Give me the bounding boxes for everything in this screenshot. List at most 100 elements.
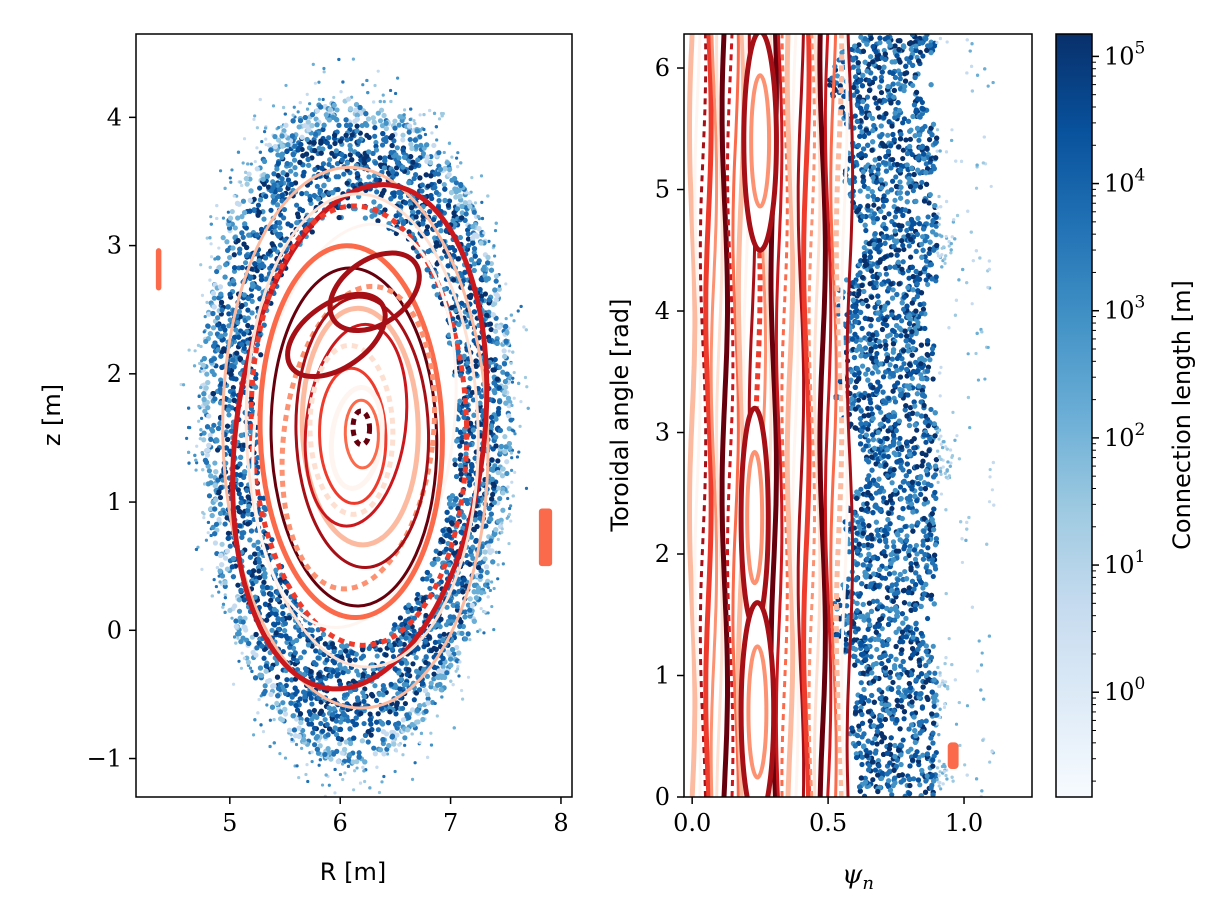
left-chaos-point [312,131,319,137]
left-chaos-point [322,751,328,758]
left-chaos-point [320,161,327,167]
left-chaos-point [242,137,247,141]
left-chaos-point [446,332,452,338]
left-chaos-point [388,88,393,93]
left-chaos-point [427,159,434,166]
left-chaos-point [510,468,514,472]
left-chaos-point [229,564,235,570]
left-chaos-point [487,239,491,244]
left-chaos-point [215,315,221,321]
left-chaos-point [257,697,261,702]
left-chaos-point [346,757,352,763]
left-chaos-point [261,158,268,164]
left-chaos-point [241,530,247,536]
left-chaos-point [239,342,245,348]
left-chaos-point [362,215,368,221]
left-chaos-point [400,132,406,138]
left-chaos-point [250,282,256,289]
left-chaos-point [262,683,268,689]
left-chaos-point [405,609,411,615]
left-chaos-point [470,555,476,561]
left-chaos-point [492,627,496,632]
left-chaos-point [262,574,268,580]
left-chaos-point [351,735,357,741]
left-chaos-point [202,330,206,334]
left-chaos-point [235,194,239,198]
left-chaos-point [466,242,472,248]
left-chaos-point [280,649,286,655]
left-chaos-point [361,698,367,704]
left-chaos-point [187,461,191,465]
left-chaos-point [339,643,345,649]
left-chaos-point [506,440,513,447]
left-chaos-point [320,126,326,133]
left-chaos-point [197,419,201,423]
left-chaos-point [314,122,320,128]
left-chaos-point [396,122,402,128]
left-chaos-point [199,433,203,437]
left-chaos-point [373,139,379,146]
left-chaos-point [282,706,288,712]
left-chaos-point [306,127,312,133]
left-chaos-point [341,777,345,782]
left-chaos-point [300,746,304,750]
left-chaos-point [390,653,397,660]
left-chaos-point [326,117,332,123]
left-chaos-point [358,710,364,717]
left-chaos-point [317,673,323,679]
left-chaos-point [361,160,368,166]
left-chaos-point [314,108,320,114]
left-chaos-point [431,671,437,677]
left-chaos-point [251,542,257,548]
left-chaos-point [204,371,210,377]
left-chaos-point [252,594,258,600]
left-chaos-point [336,214,342,221]
left-chaos-point [257,197,264,203]
left-chaos-point [444,509,450,515]
left-chaos-point [424,224,431,230]
left-chaos-point [241,241,247,247]
left-plot-area [155,57,553,802]
left-chaos-point [269,627,275,633]
left-chaos-point [381,751,387,757]
left-chaos-point [337,649,344,655]
left-chaos-point [380,780,384,784]
left-chaos-point [423,654,429,660]
left-chaos-point [337,57,341,62]
left-chaos-point [425,700,431,706]
left-chaos-point [249,634,255,640]
left-chaos-point [218,291,224,297]
left-chaos-point [260,176,266,182]
left-chaos-point [307,691,313,697]
left-chaos-point [512,396,516,400]
left-chaos-point [304,717,310,723]
left-chaos-point [294,211,301,217]
left-chaos-point [244,487,250,493]
left-chaos-point [468,638,472,642]
left-chaos-point [408,153,414,160]
left-chaos-point [290,118,296,124]
left-chaos-point [206,311,212,317]
left-chaos-point [330,190,336,196]
left-chaos-point [219,307,225,313]
left-chaos-point [327,799,330,802]
left-chaos-point [268,597,274,603]
left-chaos-point [271,182,277,188]
left-chaos-point [490,580,494,584]
left-chaos-point [513,470,517,474]
left-chaos-point [314,183,320,189]
left-chaos-point [433,701,437,706]
left-chaos-point [490,301,496,308]
left-chaos-point [426,634,432,640]
left-chaos-point [433,548,439,554]
left-chaos-point [274,231,281,237]
left-chaos-point [334,748,340,754]
left-chaos-point [295,147,301,153]
left-chaos-point [393,91,398,96]
left-chaos-point [449,493,456,499]
left-chaos-point [237,659,241,663]
left-chaos-point [225,535,231,541]
left-chaos-point [471,309,478,315]
left-chaos-point [241,161,245,165]
left-chaos-point [229,180,233,184]
